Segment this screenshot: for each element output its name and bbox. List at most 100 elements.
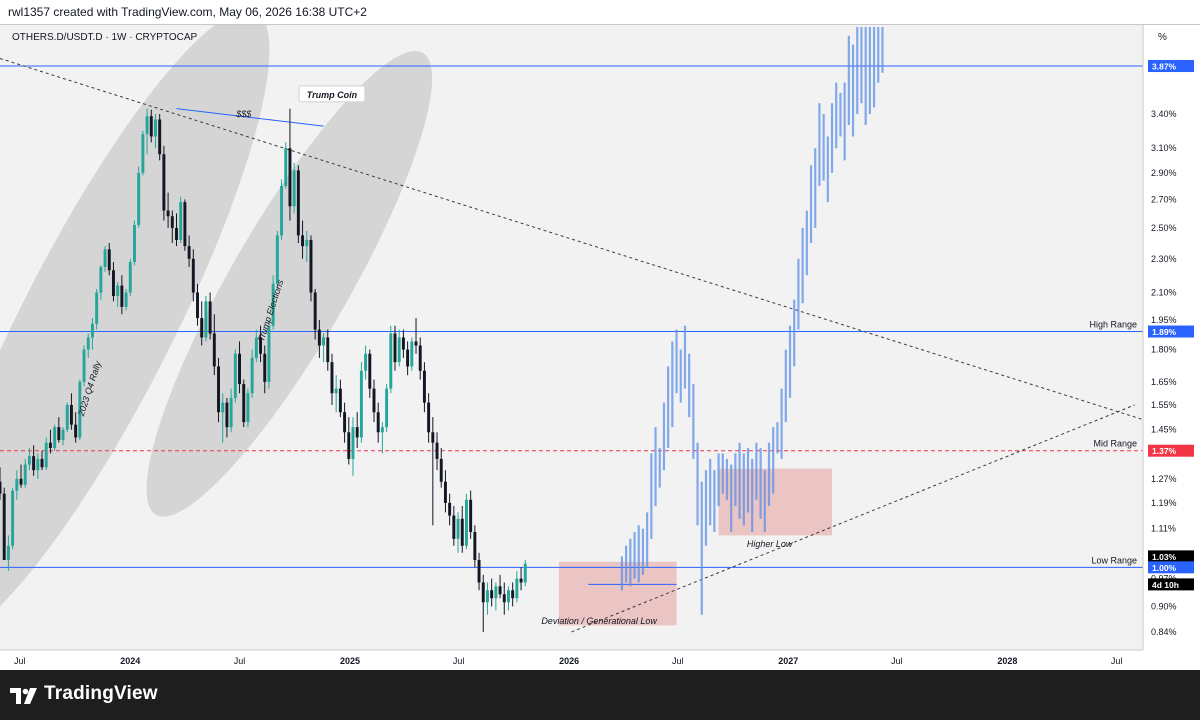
- candle-body: [334, 388, 338, 394]
- trendlines-layer: [0, 57, 1144, 633]
- candle-body: [6, 545, 10, 561]
- price-tick-label: 1.19%: [1151, 498, 1177, 508]
- candle-body: [393, 333, 397, 363]
- candle-body: [48, 442, 52, 449]
- candle-body: [263, 353, 267, 382]
- trendline-2: [176, 108, 324, 127]
- candle-body: [149, 116, 153, 137]
- time-tick-label: Jul: [453, 656, 465, 666]
- candle-body: [364, 353, 368, 371]
- candle-body: [36, 458, 40, 471]
- candle-body: [233, 353, 237, 398]
- candle-body: [166, 210, 170, 217]
- candle-body: [309, 239, 313, 293]
- candle-body: [359, 370, 363, 438]
- candle-body: [69, 404, 73, 425]
- candle-body: [401, 337, 405, 350]
- candle-body: [372, 388, 376, 413]
- tradingview-logo-icon: [10, 688, 37, 704]
- annotation-deviation-generational-low: Deviation / Generational Low: [541, 616, 657, 626]
- price-tick-label: 2.50%: [1151, 223, 1177, 233]
- price-tick-label: 1.27%: [1151, 474, 1177, 484]
- candle-body: [502, 594, 506, 603]
- candle-body: [506, 590, 510, 603]
- brand-name: TradingView: [44, 683, 158, 704]
- trendline-0: [0, 57, 1144, 421]
- candle-body: [313, 292, 317, 330]
- candle-body: [229, 397, 233, 428]
- candle-body: [74, 424, 78, 438]
- candle-body: [427, 402, 431, 433]
- candle-body: [19, 478, 23, 485]
- price-badge-label: 1.37%: [1152, 446, 1177, 456]
- price-tick-label: 1.45%: [1151, 425, 1177, 435]
- projection-layer: [620, 27, 884, 615]
- candle-body: [225, 402, 229, 428]
- time-tick-label: 2024: [120, 656, 140, 666]
- candle-body: [271, 283, 275, 326]
- candle-body: [376, 412, 380, 433]
- price-tick-label: 2.30%: [1151, 254, 1177, 264]
- trendline-1: [571, 404, 1135, 633]
- price-tick-label: 0.84%: [1151, 627, 1177, 637]
- candle-body: [200, 318, 204, 338]
- candle-body: [494, 586, 498, 599]
- candle-body: [221, 402, 225, 413]
- time-tick-label: Jul: [672, 656, 684, 666]
- candle-body: [410, 341, 414, 367]
- price-badge-label: 1.00%: [1152, 563, 1177, 573]
- time-axis-background: [0, 650, 1143, 671]
- candle-body: [141, 134, 145, 173]
- candle-body: [275, 235, 279, 284]
- candle-body: [2, 493, 6, 561]
- price-unit-label: %: [1158, 32, 1167, 43]
- time-tick-label: 2025: [340, 656, 360, 666]
- candle-body: [288, 148, 292, 207]
- candle-body: [443, 481, 447, 503]
- candle-body: [422, 370, 426, 403]
- candle-body: [242, 384, 246, 423]
- caption-text: rwl1357 created with TradingView.com, Ma…: [8, 5, 367, 19]
- candle-body: [368, 353, 372, 389]
- candle-body: [452, 515, 456, 539]
- price-tick-label: 2.90%: [1151, 168, 1177, 178]
- candle-body: [326, 337, 330, 363]
- price-tick-label: 3.40%: [1151, 109, 1177, 119]
- candle-body: [280, 185, 284, 236]
- candle-body: [246, 393, 250, 423]
- levels-layer: High Range Mid Range Low Range: [0, 65, 1143, 568]
- candle-body: [65, 404, 69, 430]
- candle-body: [32, 456, 36, 471]
- time-tick-label: Jul: [1111, 656, 1123, 666]
- candle-body: [53, 427, 57, 449]
- candle-body: [86, 337, 90, 350]
- time-tick-label: 2028: [997, 656, 1017, 666]
- candle-body: [431, 432, 435, 443]
- candle-body: [490, 590, 494, 599]
- candle-body: [116, 285, 120, 297]
- price-badge-label: 1.89%: [1152, 327, 1177, 337]
- candle-body: [254, 337, 258, 358]
- candle-body: [267, 325, 271, 382]
- candle-body: [95, 292, 99, 324]
- time-axis[interactable]: Jul 2024 Jul 2025 Jul 2026 Jul 2027 Jul 2028 Jul: [0, 649, 1143, 671]
- candle-body: [154, 119, 157, 137]
- higher-low-zone: [718, 468, 833, 536]
- candle-body: [460, 518, 464, 546]
- candle-body: [78, 381, 82, 438]
- candle-body: [250, 357, 254, 394]
- price-tick-label: 1.55%: [1151, 400, 1177, 410]
- price-axis[interactable]: 0.84%0.90%0.97%1.03%1.11%1.19%1.27%1.36%…: [1142, 25, 1200, 671]
- candle-body: [481, 582, 485, 603]
- price-badge: [1148, 578, 1194, 591]
- time-tick-label: Jul: [891, 656, 903, 666]
- candle-body: [284, 148, 288, 186]
- price-chart[interactable]: High Range Mid Range Low Range $$$ Trump Co…: [0, 10, 1200, 671]
- annotation-: $$$: [235, 109, 252, 119]
- candle-body: [44, 442, 48, 468]
- candle-body: [162, 154, 166, 211]
- caption-bar: rwl1357 created with TradingView.com, Ma…: [0, 0, 1200, 24]
- level-label-mid-range: Mid Range: [1093, 439, 1137, 449]
- chart-frame[interactable]: High Range Mid Range Low Range $$$ Trump Co…: [0, 10, 1200, 671]
- candle-body: [418, 345, 422, 371]
